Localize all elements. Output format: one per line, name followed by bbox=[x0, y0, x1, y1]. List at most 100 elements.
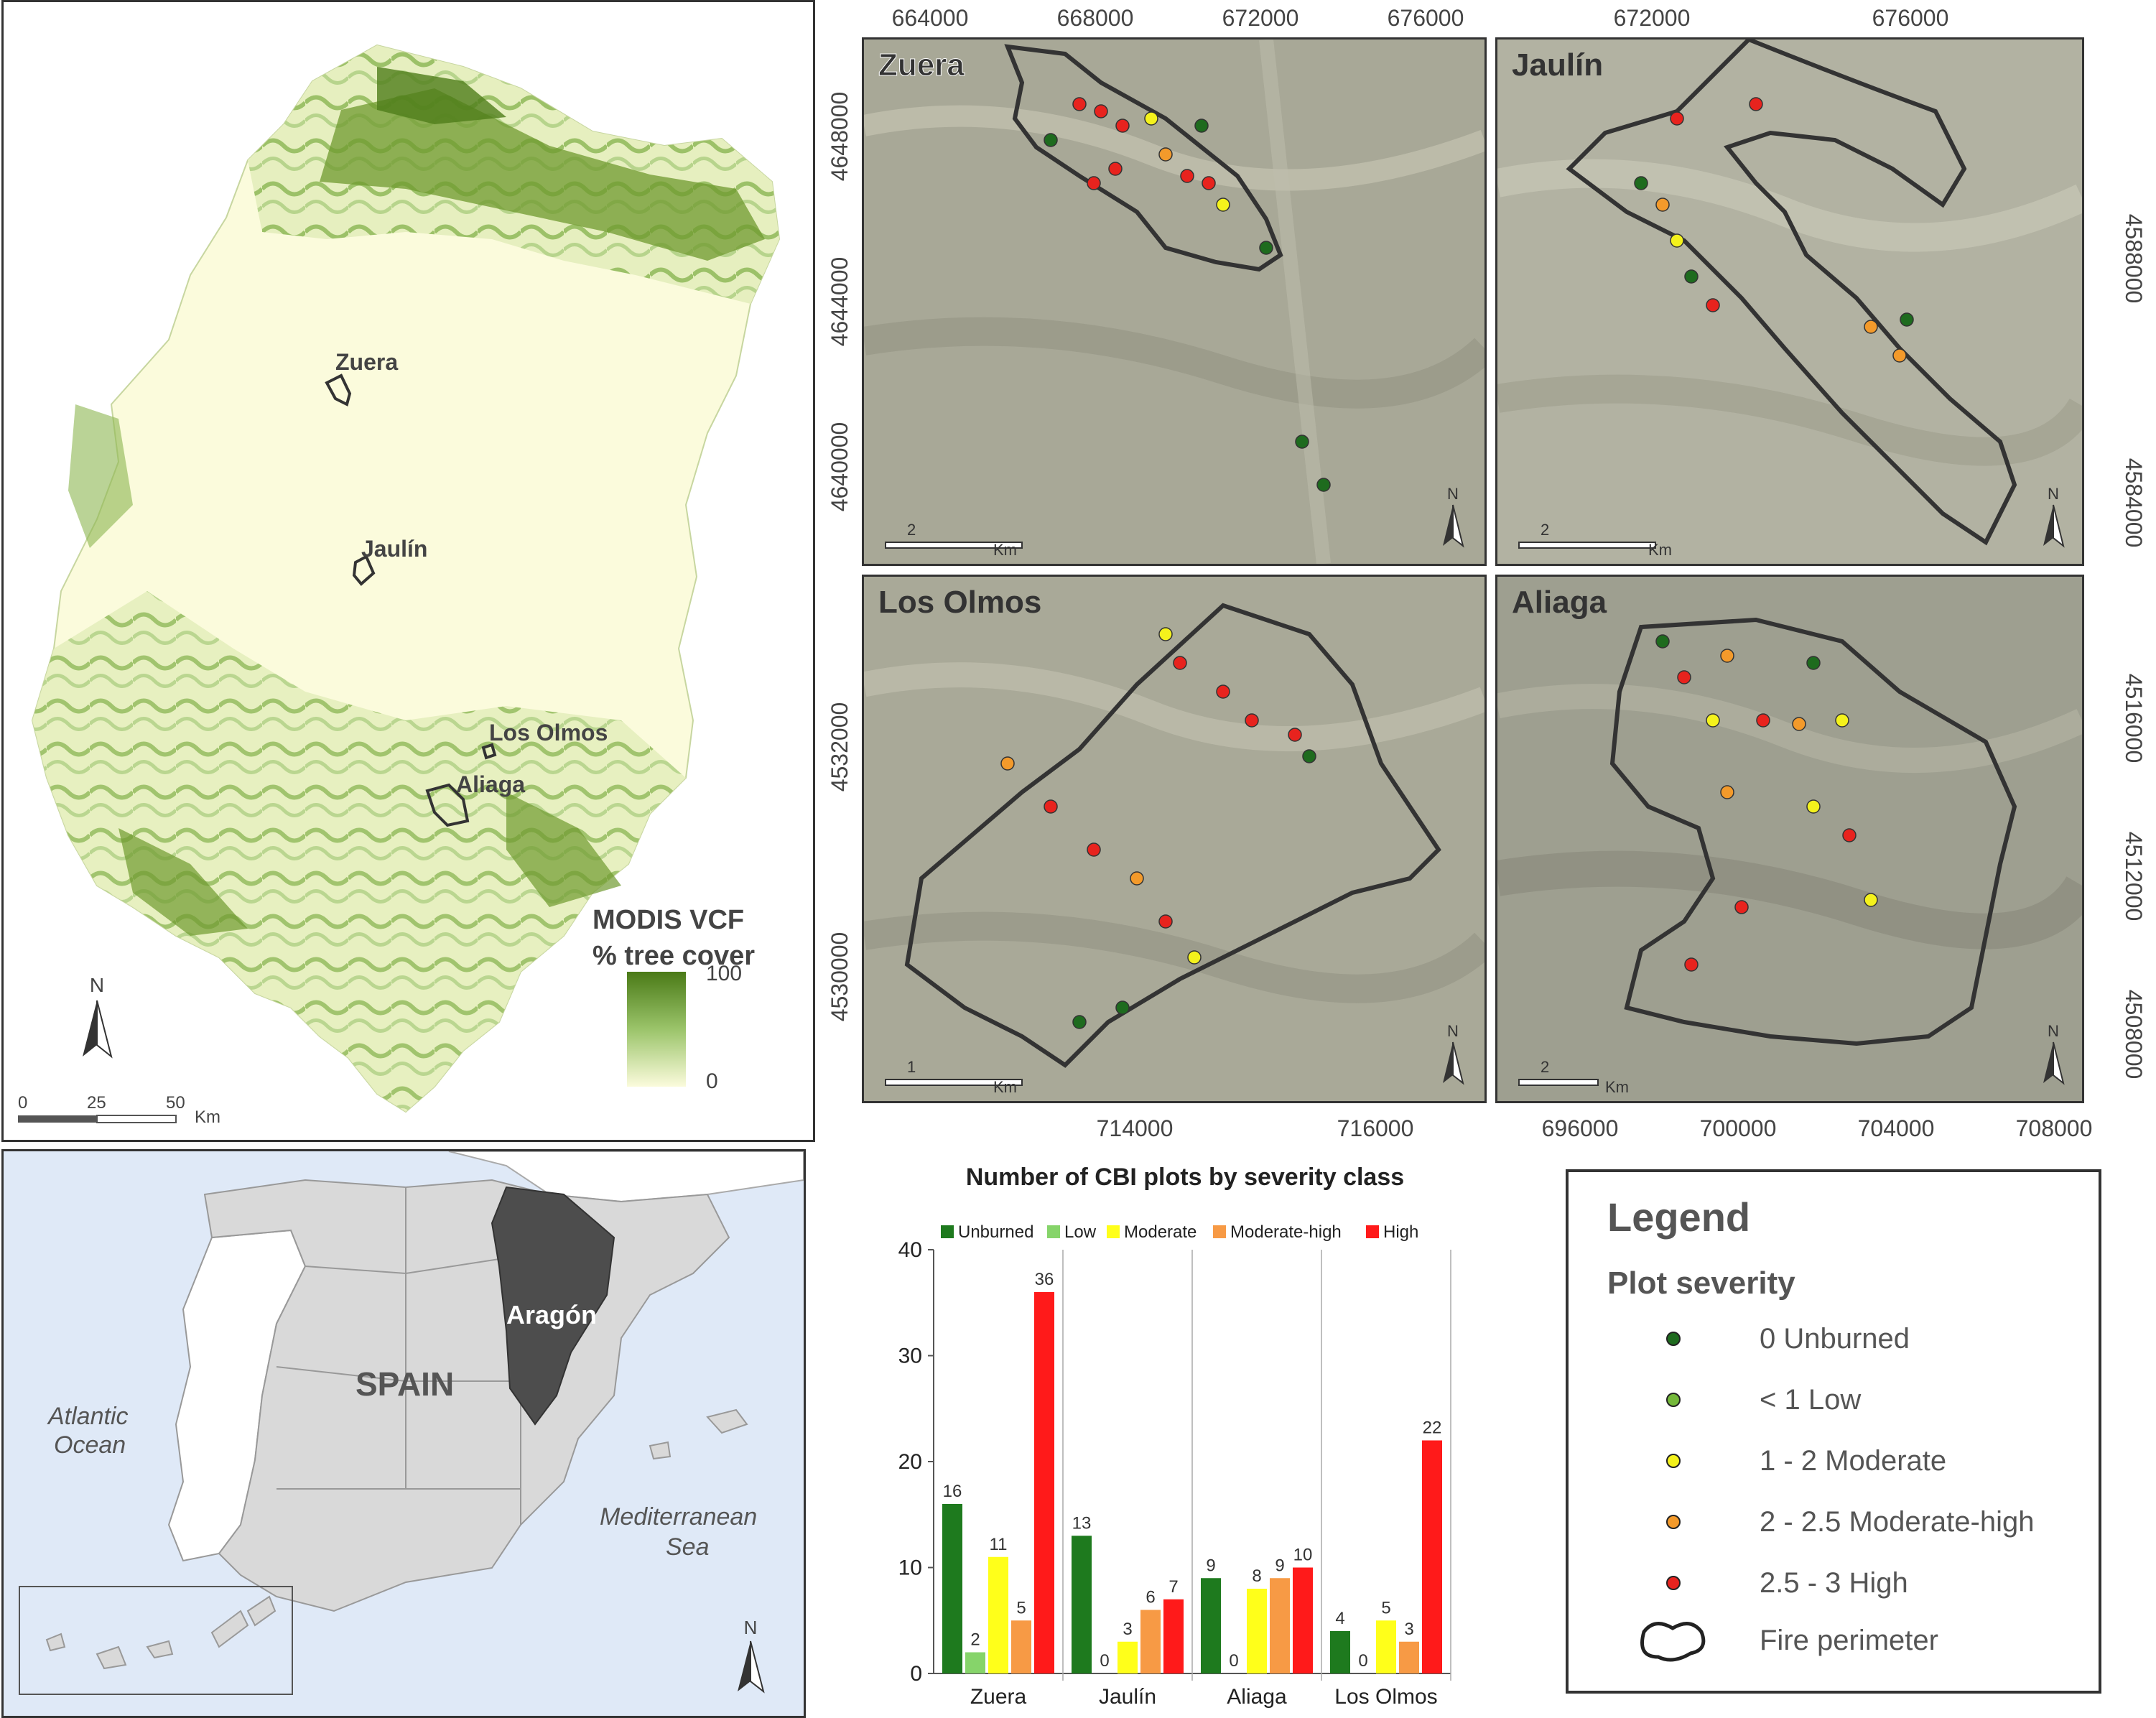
legend-entry: Low bbox=[1064, 1222, 1097, 1242]
north-arrow-icon: N bbox=[1443, 1022, 1464, 1085]
bar-value-label: 0 bbox=[1358, 1651, 1367, 1671]
aragon-tree-cover-map: Zuera Jaulín Los Olmos Aliaga MODIS VCF … bbox=[1, 0, 815, 1142]
legend-color-dot bbox=[1666, 1332, 1681, 1346]
canary-inset bbox=[19, 1586, 293, 1695]
zuera-fire-perimeter bbox=[1004, 44, 1283, 272]
coord-tick: 708000 bbox=[2016, 1115, 2093, 1141]
svg-text:N: N bbox=[744, 1617, 758, 1638]
jaulin-perimeter bbox=[352, 554, 376, 586]
bar bbox=[988, 1556, 1008, 1673]
bar-value-label: 8 bbox=[1252, 1566, 1261, 1586]
aliaga-fire-perimeter bbox=[1609, 617, 2017, 1046]
svg-text:N: N bbox=[1447, 1022, 1459, 1040]
svg-text:N: N bbox=[2048, 485, 2059, 503]
iberian-forest bbox=[32, 591, 686, 1112]
site-label: Jaulín bbox=[361, 536, 427, 562]
svg-text:1: 1 bbox=[907, 1058, 916, 1076]
mediterranean-label: Mediterranean bbox=[600, 1503, 757, 1531]
bar-value-label: 5 bbox=[1381, 1598, 1390, 1617]
aliaga-perimeter bbox=[425, 783, 470, 827]
north-arrow-icon: N bbox=[2043, 485, 2065, 548]
coord-tick: 676000 bbox=[1388, 5, 1464, 31]
coord-tick: 4640000 bbox=[827, 422, 852, 512]
coord-tick: 676000 bbox=[1872, 5, 1949, 31]
x-tick-label: Zuera bbox=[970, 1685, 1027, 1709]
legend-entry: Unburned bbox=[958, 1222, 1033, 1242]
legend-entry: High bbox=[1383, 1222, 1418, 1242]
legend-color-dot bbox=[1666, 1454, 1681, 1468]
legend-swatch bbox=[1107, 1225, 1120, 1238]
svg-text:Km: Km bbox=[993, 1078, 1017, 1096]
north-arrow-icon: N bbox=[1443, 485, 1464, 548]
bar bbox=[1201, 1578, 1221, 1673]
vcf-legend-max: 100 bbox=[706, 962, 742, 985]
svg-text:N: N bbox=[90, 974, 104, 996]
site-label: Aliaga bbox=[456, 771, 525, 797]
bar-value-label: 6 bbox=[1146, 1588, 1155, 1607]
bar-value-label: 9 bbox=[1206, 1556, 1215, 1575]
bar bbox=[1034, 1292, 1054, 1673]
coord-tick: 4648000 bbox=[827, 92, 852, 182]
legend-subtitle: Plot severity bbox=[1607, 1266, 1795, 1301]
bar-value-label: 4 bbox=[1335, 1609, 1344, 1628]
legend-item-label: 1 - 2 Moderate bbox=[1760, 1445, 1947, 1477]
bar-value-label: 36 bbox=[1035, 1270, 1054, 1289]
spain-location-map: Aragón SPAIN Atlantic Ocean Mediterranea… bbox=[1, 1149, 806, 1718]
vcf-legend-subtitle: % tree cover bbox=[593, 941, 755, 971]
site-label: Zuera bbox=[335, 349, 398, 375]
coord-tick: 696000 bbox=[1542, 1115, 1619, 1141]
coord-tick: 4508000 bbox=[2121, 990, 2147, 1079]
vcf-legend-title: MODIS VCF bbox=[593, 905, 744, 935]
coord-tick: 4512000 bbox=[2121, 832, 2147, 921]
svg-text:2: 2 bbox=[1541, 521, 1549, 539]
bar bbox=[1011, 1620, 1031, 1673]
legend-item-label: 2 - 2.5 Moderate-high bbox=[1760, 1506, 2035, 1538]
ocean-label: Ocean bbox=[54, 1431, 126, 1459]
bar bbox=[1376, 1620, 1396, 1673]
legend-color-dot bbox=[1666, 1393, 1681, 1407]
chart-legend: Unburned Low Moderate Moderate-high High bbox=[941, 1222, 1418, 1242]
bar bbox=[942, 1504, 962, 1673]
north-arrow-icon: N bbox=[83, 974, 113, 1059]
vcf-color-ramp bbox=[627, 972, 686, 1087]
bar-value-label: 9 bbox=[1275, 1556, 1284, 1575]
bar-value-label: 7 bbox=[1168, 1577, 1178, 1597]
bar-value-label: 16 bbox=[943, 1482, 962, 1501]
legend-swatch bbox=[1047, 1225, 1060, 1238]
bar bbox=[1422, 1440, 1442, 1673]
coord-tick: 4530000 bbox=[827, 932, 852, 1022]
scale-bar: 2 Km bbox=[1518, 1058, 1629, 1096]
spain-label: SPAIN bbox=[356, 1365, 454, 1403]
los-olmos-fire-map: Los Olmos 1 Km N bbox=[862, 575, 1487, 1103]
bar-value-label: 22 bbox=[1423, 1418, 1442, 1438]
coord-tick: 668000 bbox=[1057, 5, 1134, 31]
jaulin-fire-perimeter bbox=[1566, 40, 2017, 546]
aragon-map-svg: Zuera Jaulín Los Olmos Aliaga MODIS VCF … bbox=[18, 44, 781, 1127]
svg-text:Km: Km bbox=[1605, 1078, 1629, 1096]
chart-title: Number of CBI plots by severity class bbox=[966, 1164, 1404, 1191]
legend-entry: Moderate-high bbox=[1230, 1222, 1342, 1242]
bar-value-label: 13 bbox=[1072, 1513, 1092, 1533]
coord-tick: 700000 bbox=[1700, 1115, 1777, 1141]
y-tick-label: 20 bbox=[898, 1450, 922, 1474]
coord-tick: 4588000 bbox=[2121, 214, 2147, 304]
legend-item-label: < 1 Low bbox=[1760, 1384, 1862, 1416]
vcf-legend-min: 0 bbox=[706, 1069, 718, 1093]
los-olmos-perimeter bbox=[481, 743, 497, 760]
legend-swatch bbox=[941, 1225, 954, 1238]
spain-map-svg: Aragón SPAIN Atlantic Ocean Mediterranea… bbox=[4, 1151, 804, 1716]
svg-text:Km: Km bbox=[993, 541, 1017, 559]
legend-entry: Moderate bbox=[1124, 1222, 1197, 1242]
coord-tick: 672000 bbox=[1222, 5, 1299, 31]
cbi-severity-bar-chart: Number of CBI plots by severity class Un… bbox=[898, 1164, 1451, 1709]
svg-text:0: 0 bbox=[18, 1093, 27, 1113]
fire-map-title: Aliaga bbox=[1512, 585, 1607, 620]
perimeter-label: Fire perimeter bbox=[1760, 1625, 1938, 1656]
y-tick-label: 0 bbox=[910, 1662, 922, 1686]
bar bbox=[965, 1652, 985, 1673]
svg-text:50: 50 bbox=[166, 1093, 185, 1113]
y-tick-label: 10 bbox=[898, 1556, 922, 1580]
bar-value-label: 11 bbox=[990, 1535, 1008, 1554]
svg-text:Km: Km bbox=[195, 1108, 220, 1127]
svg-text:N: N bbox=[1447, 485, 1459, 503]
